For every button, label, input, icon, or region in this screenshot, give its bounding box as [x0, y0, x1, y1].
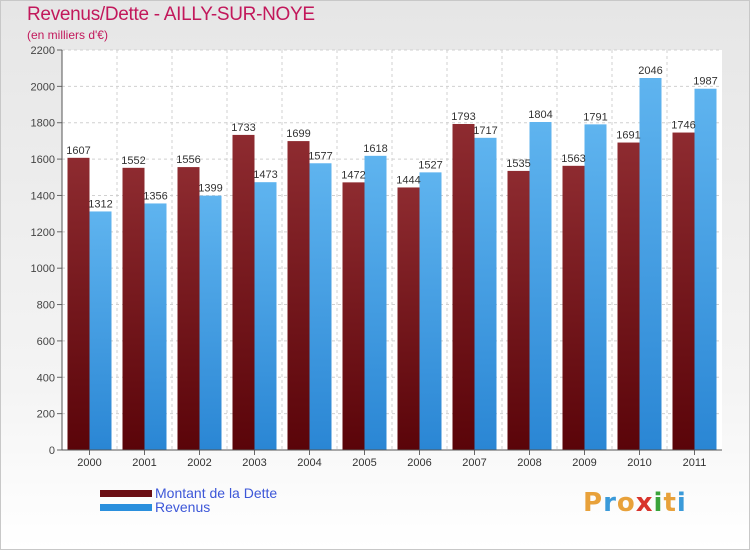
data-label-dette: 1444 [396, 174, 420, 186]
data-label-revenus: 1356 [143, 190, 167, 202]
data-label-dette: 1563 [561, 153, 585, 165]
bar-dette [67, 157, 90, 450]
data-label-dette: 1472 [341, 169, 365, 181]
bar-dette [232, 134, 255, 450]
legend-label-dette: Montant de la Dette [155, 485, 278, 501]
data-label-revenus: 1577 [308, 150, 332, 162]
y-tick-label: 200 [37, 409, 55, 421]
x-tick-label: 2007 [462, 457, 486, 469]
data-label-dette: 1746 [671, 120, 695, 132]
bar-revenus [254, 182, 277, 450]
bar-revenus [529, 122, 552, 450]
x-tick-label: 2010 [627, 457, 651, 469]
y-tick-label: 800 [37, 300, 55, 312]
bar-dette [452, 124, 475, 450]
data-label-revenus: 1804 [528, 109, 552, 121]
legend-swatch-dette [100, 490, 152, 497]
data-label-dette: 1793 [451, 111, 475, 123]
y-tick-label: 1000 [31, 263, 55, 275]
x-tick-label: 2011 [683, 457, 707, 469]
legend-label-revenus: Revenus [155, 499, 211, 515]
data-label-revenus: 1473 [253, 169, 277, 181]
y-tick-label: 1600 [31, 154, 55, 166]
bar-revenus [144, 203, 167, 450]
chart-subtitle: (en milliers d'€) [27, 28, 108, 42]
bar-revenus [584, 124, 607, 450]
logo-letter: P [583, 488, 604, 518]
data-label-dette: 1733 [231, 122, 255, 134]
data-label-dette: 1556 [176, 154, 200, 166]
bar-dette [177, 167, 200, 450]
bar-dette [617, 142, 640, 450]
bar-revenus [364, 155, 387, 450]
logo-letter: i [653, 488, 664, 518]
data-label-revenus: 1987 [693, 76, 717, 88]
x-tick-label: 2009 [572, 457, 596, 469]
bar-revenus [89, 211, 112, 450]
bar-dette [562, 165, 585, 450]
data-label-revenus: 1399 [198, 183, 222, 195]
legend-swatch-revenus [100, 504, 152, 511]
data-label-dette: 1535 [506, 158, 530, 170]
y-tick-label: 1200 [31, 227, 55, 239]
data-label-dette: 1552 [121, 155, 145, 167]
chart-title: Revenus/Dette - AILLY-SUR-NOYE [27, 4, 315, 25]
bar-dette [507, 170, 530, 450]
logo-letter: o [616, 488, 636, 518]
bar-revenus [309, 163, 332, 451]
data-label-revenus: 1791 [583, 111, 607, 123]
data-label-dette: 1699 [286, 128, 310, 140]
y-tick-label: 1800 [31, 118, 55, 130]
bar-dette [287, 141, 310, 450]
x-tick-label: 2001 [132, 457, 156, 469]
bar-dette [122, 167, 145, 450]
y-tick-label: 2200 [31, 45, 55, 57]
bar-dette [342, 182, 365, 450]
logo-letter: x [635, 488, 654, 518]
bar-revenus [474, 137, 497, 450]
y-tick-label: 2000 [31, 81, 55, 93]
bar-revenus [639, 78, 662, 450]
data-label-revenus: 1312 [88, 198, 112, 210]
x-tick-label: 2000 [77, 457, 101, 469]
bar-dette [397, 187, 420, 451]
logo-letter: t [663, 488, 677, 518]
bar-revenus [694, 88, 717, 451]
x-tick-label: 2004 [297, 457, 321, 469]
bar-dette [672, 132, 695, 450]
data-label-revenus: 1618 [363, 143, 387, 155]
logo-letter: i [676, 488, 687, 518]
data-label-revenus: 2046 [638, 65, 662, 77]
y-tick-label: 0 [49, 445, 55, 457]
data-label-revenus: 1527 [418, 159, 442, 171]
proxiti-logo: Proxiti [583, 488, 687, 518]
data-label-revenus: 1717 [473, 125, 497, 137]
bar-revenus [199, 195, 222, 450]
x-tick-label: 2002 [187, 457, 211, 469]
x-tick-label: 2008 [517, 457, 541, 469]
data-label-dette: 1607 [66, 145, 90, 157]
logo-letter: r [603, 488, 617, 518]
data-label-dette: 1691 [616, 130, 640, 142]
x-tick-label: 2006 [407, 457, 431, 469]
x-tick-label: 2003 [242, 457, 266, 469]
x-tick-label: 2005 [352, 457, 376, 469]
y-tick-label: 400 [37, 372, 55, 384]
bar-revenus [419, 172, 442, 450]
y-tick-label: 600 [37, 336, 55, 348]
y-tick-label: 1400 [31, 190, 55, 202]
